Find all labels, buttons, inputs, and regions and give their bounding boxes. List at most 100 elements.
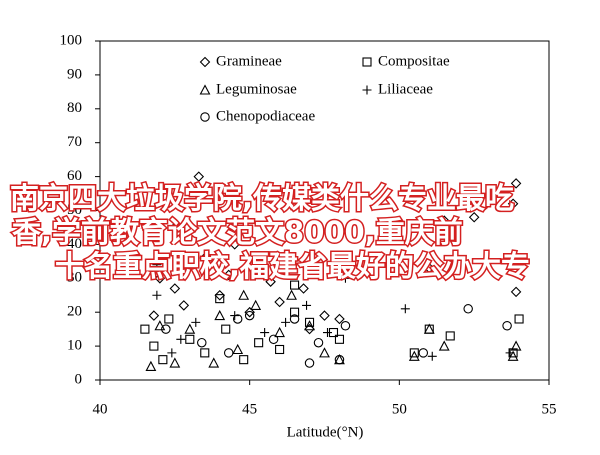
marker [152,260,162,270]
legend-label: Chenopodiaceae [216,108,315,124]
marker [229,239,240,250]
marker [423,323,435,334]
marker [169,222,181,233]
marker [408,350,420,361]
marker [334,354,345,365]
marker [169,283,181,294]
marker [510,178,522,189]
x-tick-label: 50 [392,401,407,417]
marker [214,289,226,301]
overlay-text: 南京四大垃圾学院,传媒类什么专业最吃 [10,181,514,215]
y-tick-label: 20 [67,304,82,320]
marker [304,320,315,331]
x-axis-label: Latitude(°N) [287,424,364,440]
marker [148,310,160,321]
marker [161,324,171,334]
marker [232,314,243,324]
marker [274,326,286,338]
legend-marker [199,56,211,68]
marker [507,350,519,361]
marker [260,328,270,338]
marker [223,348,234,358]
marker [185,334,195,344]
y-tick-label: 0 [75,371,83,387]
marker [505,348,515,358]
marker [184,323,196,334]
overlay-text: 十名重点职校,福建省最好的公办大专 [55,249,530,283]
marker [298,283,309,294]
marker [265,276,276,287]
marker [250,299,262,310]
marker [468,212,480,223]
marker [215,294,225,304]
marker [164,314,174,324]
legend-marker [200,112,210,122]
marker [340,273,350,283]
marker [319,347,330,358]
marker [289,314,300,324]
marker [197,337,207,348]
marker [167,348,177,358]
marker [238,289,250,300]
marker [290,280,300,290]
legend-label: Compositae [378,53,450,69]
legend-label: Liliaceae [378,81,433,97]
y-tick-label: 80 [67,100,82,116]
marker [145,360,157,371]
x-tick-label: 45 [242,401,257,417]
y-tick-label: 100 [60,32,83,48]
marker [140,324,150,334]
marker [507,198,519,209]
marker [400,304,410,314]
y-tick-label: 60 [67,168,82,184]
marker [304,317,315,327]
marker [158,355,168,365]
y-tick-label: 10 [67,338,82,354]
marker [254,338,264,348]
marker [152,290,162,300]
marker [199,252,211,264]
marker [438,215,450,226]
marker [418,348,429,358]
marker [274,296,285,308]
marker [319,310,330,321]
marker [510,340,522,351]
legend-marker [199,84,211,95]
marker [340,321,351,331]
marker [193,171,205,182]
marker [191,317,201,327]
marker [423,262,435,274]
marker [334,334,345,344]
marker [232,343,244,355]
marker [275,344,285,355]
marker [502,321,512,331]
marker [154,273,166,284]
legend-marker [362,57,372,67]
y-tick-label: 70 [67,134,82,150]
marker [244,306,255,318]
legend-label: Leguminosae [216,81,297,97]
marker [313,337,324,348]
marker [149,341,159,351]
marker [154,320,166,331]
marker [445,331,455,341]
marker [427,351,437,361]
marker [214,309,226,321]
marker [268,334,279,345]
marker [304,358,315,368]
x-tick-label: 55 [542,401,557,417]
marker [208,357,220,368]
marker [221,324,231,334]
marker [223,269,234,281]
y-tick-label: 30 [67,270,82,286]
marker [176,334,186,344]
marker [244,310,255,321]
marker [281,317,291,327]
x-tick-label: 40 [93,401,108,417]
marker [286,289,297,300]
marker [200,348,210,358]
marker [290,307,300,317]
marker [438,340,450,351]
